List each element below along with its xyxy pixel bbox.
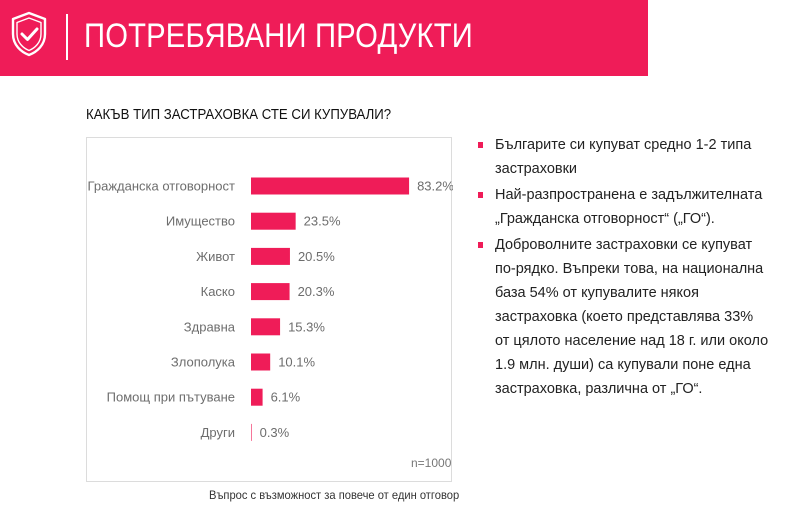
value-label: 83.2%	[417, 179, 453, 194]
bullet-text: Доброволните застраховки се купуват по-р…	[495, 237, 769, 397]
key-findings-list: Българите си купуват средно 1-2 типа зас…	[478, 133, 770, 403]
category-label: Други	[201, 425, 235, 440]
chart-panel: Гражданска отговорност 83.2% Имущество 23.5…	[86, 137, 453, 482]
category-label: Каско	[201, 284, 235, 299]
value-label: 10.1%	[278, 355, 315, 370]
list-item: Българите си купуват средно 1-2 типа зас…	[478, 133, 770, 181]
footnote: Въпрос с възможност за повече от един от…	[209, 488, 460, 502]
bar-chart: Гражданска отговорност 83.2% Имущество 23.5…	[88, 177, 453, 441]
value-label: 0.3%	[260, 425, 290, 440]
category-label: Гражданска отговорност	[88, 179, 235, 194]
header-divider	[66, 14, 68, 60]
value-label: 20.5%	[298, 249, 335, 264]
bar	[251, 283, 290, 301]
bullet-marker	[478, 142, 483, 148]
chart-question: КАКЪВ ТИП ЗАСТРАХОВКА СТЕ СИ КУПУВАЛИ?	[86, 106, 392, 123]
category-label: Живот	[196, 249, 235, 264]
value-label: 15.3%	[288, 319, 325, 334]
bar	[251, 177, 410, 195]
value-label: 20.3%	[298, 284, 335, 299]
category-label: Здравна	[184, 319, 236, 334]
category-label: Помощ при пътуване	[107, 390, 235, 405]
bar	[251, 423, 252, 441]
value-label: 23.5%	[304, 214, 341, 229]
bar	[251, 318, 281, 336]
bullet-marker	[478, 242, 483, 248]
bar	[251, 388, 263, 406]
bar	[251, 247, 290, 265]
bullet-marker	[478, 192, 483, 198]
sample-size-note: n=1000	[411, 456, 452, 470]
category-label: Имущество	[166, 214, 235, 229]
value-label: 6.1%	[271, 390, 301, 405]
bullet-text: Българите си купуват средно 1-2 типа зас…	[495, 137, 752, 177]
category-label: Злополука	[171, 355, 236, 370]
list-item: Най-разпространена е задължителната „Гра…	[478, 183, 770, 231]
bar	[251, 353, 271, 371]
bullet-text: Най-разпространена е задължителната „Гра…	[495, 187, 763, 227]
list-item: Доброволните застраховки се купуват по-р…	[478, 233, 770, 401]
bar	[251, 212, 296, 230]
shield-check-icon	[11, 11, 47, 57]
header-banner: ПОТРЕБЯВАНИ ПРОДУКТИ	[0, 0, 648, 76]
page-title: ПОТРЕБЯВАНИ ПРОДУКТИ	[84, 17, 473, 55]
